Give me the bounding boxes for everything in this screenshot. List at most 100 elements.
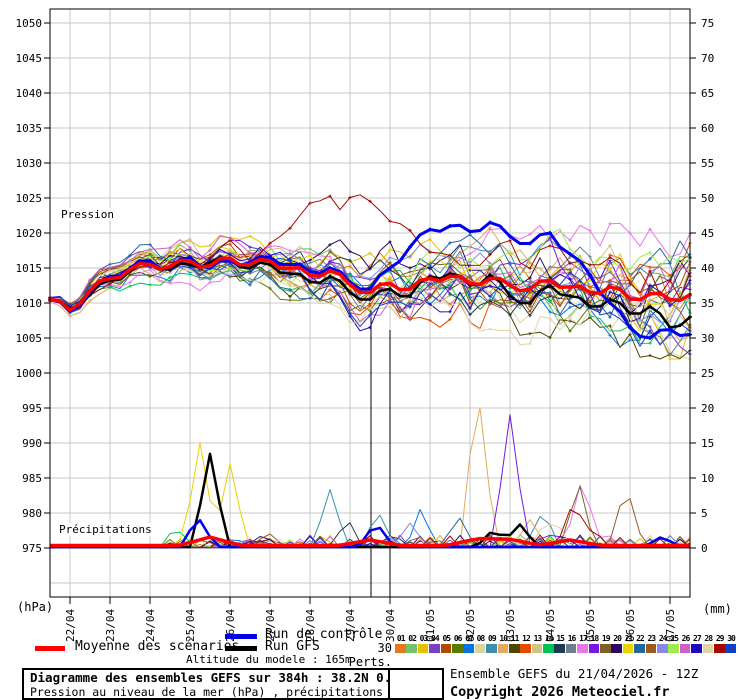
pert-number: 23 — [647, 634, 656, 643]
left-axis-tick-label: 1030 — [16, 157, 43, 170]
pert-color-swatch — [417, 644, 429, 653]
pert-number: 13 — [533, 634, 543, 643]
pert-color-swatch — [451, 644, 463, 653]
pert-color-swatch — [645, 644, 657, 653]
pert-legend-item: 06 — [451, 634, 463, 653]
pert-color-swatch — [486, 644, 497, 653]
pert-color-swatch — [622, 644, 634, 653]
pert-color-swatch — [406, 644, 417, 653]
right-axis-tick-label: 60 — [701, 122, 714, 135]
chart-plot-area: 1050104510401035103010251020101510101005… — [16, 8, 714, 642]
pert-legend-item: 15 — [554, 634, 566, 653]
pert-number: 05 — [442, 634, 451, 643]
pert-number: 04 — [431, 634, 440, 643]
control-legend-swatch — [225, 634, 257, 639]
pert-number: 09 — [488, 634, 497, 643]
pert-number: 16 — [567, 634, 577, 643]
left-axis-tick-label: 1010 — [16, 297, 43, 310]
left-axis-tick-label: 985 — [22, 472, 42, 485]
pert-legend-item: 21 — [622, 634, 634, 653]
precipitation-section-label: Précipitations — [58, 523, 153, 536]
right-axis-unit: (mm) — [703, 602, 732, 616]
pert-color-swatch — [656, 644, 668, 653]
left-axis-tick-label: 975 — [22, 542, 42, 555]
pert-legend-item: 05 — [440, 634, 452, 653]
left-axis-tick-label: 1015 — [16, 262, 43, 275]
pert-color-swatch — [565, 644, 577, 653]
pert-number: 26 — [681, 634, 691, 643]
pressure-section-label: Pression — [60, 208, 115, 221]
right-axis-tick-label: 50 — [701, 192, 714, 205]
pert-number: 17 — [579, 634, 588, 643]
pert-number: 11 — [510, 634, 520, 643]
chart-title: Diagramme des ensembles GEFS sur 384h : … — [30, 670, 407, 685]
pert-color-swatch — [474, 644, 486, 653]
mean-legend-label: Moyenne des scénarios — [75, 639, 240, 654]
pert-color-swatch — [520, 644, 531, 653]
pert-number: 24 — [658, 634, 668, 643]
pert-number: 22 — [636, 634, 645, 643]
pert-legend-item: 09 — [486, 634, 497, 653]
pert-number: 19 — [601, 634, 611, 643]
pert-legend-item: 17 — [577, 634, 588, 653]
member-pressure-lines — [48, 194, 692, 361]
pert-color-swatch — [429, 644, 440, 653]
pert-legend-item: 22 — [634, 634, 645, 653]
pert-number: 18 — [590, 634, 600, 643]
pert-legend-item: 20 — [611, 634, 623, 653]
pert-legend-item: 25 — [668, 634, 679, 653]
pert-legend-item: 10 — [497, 634, 509, 653]
x-axis-tick-label: 01/05 — [424, 609, 437, 642]
pert-color-swatch — [588, 644, 600, 653]
x-axis-tick-label: 23/04 — [104, 609, 117, 642]
pert-number: 06 — [453, 634, 463, 643]
right-axis-tick-label: 30 — [701, 332, 714, 345]
pert-legend-item: 24 — [656, 634, 668, 653]
pert-color-swatch — [554, 644, 566, 653]
pert-number: 15 — [556, 634, 565, 643]
pert-number: 29 — [715, 634, 725, 643]
pert-number: 28 — [704, 634, 713, 643]
x-axis-tick-label: 26/04 — [224, 609, 237, 642]
pert-color-swatch — [600, 644, 611, 653]
pert-color-swatch — [713, 644, 725, 653]
pert-number: 03 — [419, 634, 429, 643]
pert-legend-item: 27 — [691, 634, 702, 653]
left-axis-tick-label: 980 — [22, 507, 42, 520]
control-legend-label: Run de contrôle — [265, 627, 383, 642]
pert-legend-item: 19 — [600, 634, 611, 653]
pert-number: 14 — [544, 634, 554, 643]
pert-number: 07 — [465, 634, 474, 643]
mean-legend-swatch — [35, 646, 65, 651]
left-axis-tick-label: 1035 — [16, 122, 43, 135]
x-axis-tick-label: 24/04 — [144, 609, 157, 642]
pert-color-swatch — [508, 644, 520, 653]
pert-color-swatch — [691, 644, 702, 653]
pert-color-swatch — [611, 644, 623, 653]
pert-color-swatch — [463, 644, 474, 653]
right-axis-tick-label: 65 — [701, 87, 714, 100]
right-axis-tick-label: 25 — [701, 367, 714, 380]
pert-color-swatch — [577, 644, 588, 653]
model-altitude-note: Altitude du modele : 165m — [186, 653, 352, 666]
left-axis-tick-label: 995 — [22, 402, 42, 415]
pert-color-swatch — [668, 644, 679, 653]
pert-legend-item: 12 — [520, 634, 531, 653]
pert-legend-item: 02 — [406, 634, 417, 653]
right-axis-tick-label: 35 — [701, 297, 714, 310]
left-axis-unit: (hPa) — [17, 600, 54, 614]
pert-number: 30 — [727, 634, 736, 643]
pert-color-swatch — [702, 644, 714, 653]
pert-number: 12 — [522, 634, 531, 643]
x-axis-tick-label: 22/04 — [64, 609, 77, 642]
pert-number: 08 — [476, 634, 486, 643]
left-axis-tick-label: 1020 — [16, 227, 43, 240]
perturbation-color-legend: 01 02 03 04 05 06 07 08 09 10 11 12 13 14 15 16 17 18 19 20… — [395, 634, 737, 653]
left-axis-tick-label: 1000 — [16, 367, 43, 380]
x-axis-tick-label: 07/05 — [664, 609, 677, 642]
pert-color-swatch — [634, 644, 645, 653]
pert-color-swatch — [395, 644, 406, 653]
right-axis-tick-label: 5 — [701, 507, 708, 520]
left-axis-tick-label: 1005 — [16, 332, 43, 345]
